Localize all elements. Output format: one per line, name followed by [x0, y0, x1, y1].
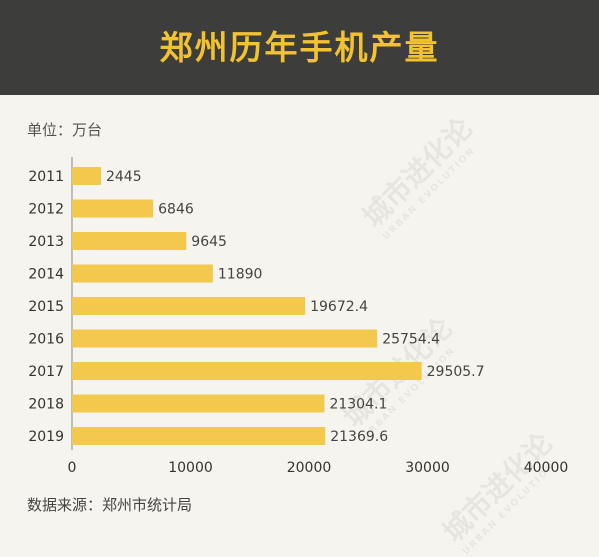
value-label: 6846 — [158, 202, 194, 218]
x-tick-label: 40000 — [524, 460, 569, 476]
category-label: 2011 — [28, 169, 64, 185]
bar — [72, 232, 187, 250]
x-tick-label: 0 — [68, 460, 77, 476]
x-tick-label: 20000 — [287, 460, 332, 476]
unit-label: 单位：万台 — [27, 121, 103, 139]
category-label: 2014 — [28, 267, 64, 283]
header-bar — [0, 0, 599, 95]
bar — [72, 199, 154, 218]
category-label: 2015 — [28, 299, 64, 315]
bar — [72, 167, 101, 185]
value-label: 19672.4 — [310, 299, 368, 315]
category-label: 2013 — [28, 234, 64, 250]
bar — [72, 329, 378, 348]
value-label: 9645 — [191, 234, 227, 250]
value-label: 21369.6 — [330, 429, 388, 445]
category-label: 2018 — [28, 397, 64, 413]
bar — [72, 362, 422, 380]
chart-title: 郑州历年手机产量 — [159, 28, 440, 67]
bar — [72, 394, 325, 413]
bar — [72, 427, 326, 445]
value-label: 11890 — [218, 267, 263, 283]
category-label: 2016 — [28, 332, 64, 348]
category-label: 2019 — [28, 429, 64, 445]
bar — [72, 264, 213, 283]
x-tick-label: 10000 — [168, 460, 213, 476]
value-label: 29505.7 — [427, 364, 485, 380]
category-label: 2017 — [28, 364, 64, 380]
bar — [72, 297, 306, 315]
value-label: 2445 — [106, 169, 142, 185]
value-label: 21304.1 — [329, 397, 387, 413]
value-label: 25754.4 — [382, 332, 440, 348]
x-tick-label: 30000 — [405, 460, 450, 476]
bar-chart: 2011 2445 2012 6846 2013 9645 2014 11890 2015 196… — [28, 157, 569, 476]
source-label: 数据来源：郑州市统计局 — [27, 496, 193, 514]
category-label: 2012 — [28, 202, 64, 218]
